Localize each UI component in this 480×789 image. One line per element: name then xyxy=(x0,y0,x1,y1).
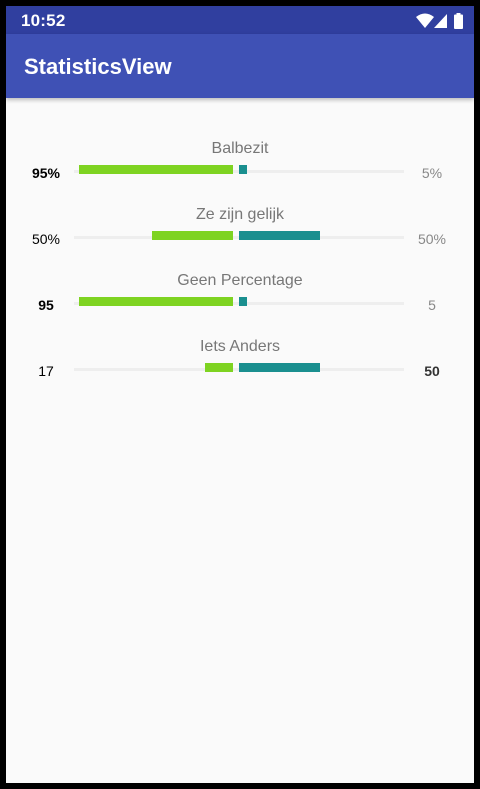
app-bar: StatisticsView xyxy=(6,34,474,98)
stat-left-value: 95% xyxy=(31,165,61,181)
app-title: StatisticsView xyxy=(24,54,172,79)
stat-left-value: 95 xyxy=(38,297,54,313)
stat-bar-right xyxy=(239,297,247,306)
stat-left-value: 17 xyxy=(38,363,54,379)
battery-icon xyxy=(454,13,463,29)
wifi-icon xyxy=(416,13,434,28)
stat-bar-left xyxy=(79,297,233,306)
stat-bar-right xyxy=(239,363,320,372)
stat-row-2: Geen Percentage 95 5 xyxy=(6,272,474,332)
stat-left-value: 50% xyxy=(31,231,61,247)
status-bar: 10:52 xyxy=(6,6,474,34)
stat-bar-left xyxy=(152,231,233,240)
stat-title: Iets Anders xyxy=(199,338,281,355)
stat-row-3: Iets Anders 17 50 xyxy=(6,338,474,398)
stat-right-value: 5% xyxy=(421,165,443,181)
status-time: 10:52 xyxy=(21,11,66,30)
stat-row-1: Ze zijn gelijk 50% 50% xyxy=(6,206,474,266)
stat-right-value: 50 xyxy=(424,363,440,379)
stat-bar-left xyxy=(205,363,233,372)
stat-title: Geen Percentage xyxy=(177,272,303,289)
stat-bar-right xyxy=(239,165,247,174)
signal-icon xyxy=(434,14,447,28)
stat-title: Balbezit xyxy=(211,140,269,157)
stat-title: Ze zijn gelijk xyxy=(195,206,285,223)
stat-right-value: 5 xyxy=(428,297,436,313)
stat-right-value: 50% xyxy=(417,231,447,247)
stat-row-0: Balbezit 95% 5% xyxy=(6,140,474,200)
screen: 10:52 StatisticsView Balbezit 95% 5% xyxy=(6,6,474,783)
stat-bar-right xyxy=(239,231,320,240)
stat-bar-left xyxy=(79,165,233,174)
